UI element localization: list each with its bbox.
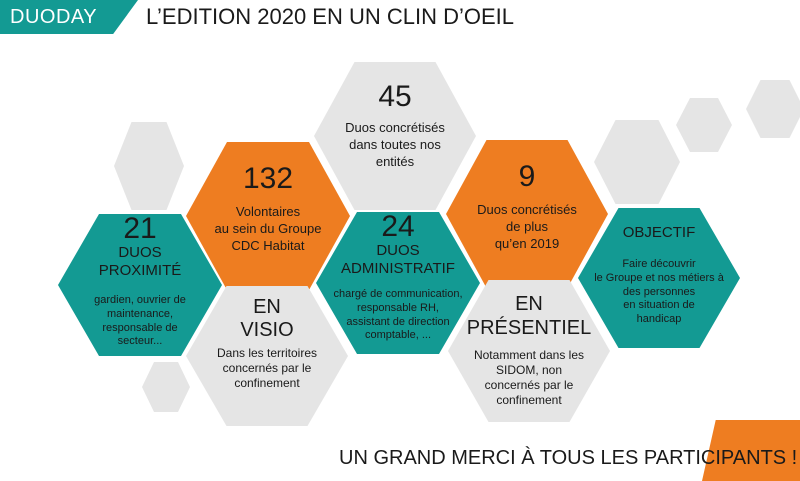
administratif-number: 24	[381, 210, 415, 243]
visio-heading: EN	[253, 296, 281, 318]
proximite-line: gardien, ouvrier de	[94, 294, 186, 306]
page-title: L’EDITION 2020 EN UN CLIN D’OEIL	[146, 4, 515, 29]
decor-hexagon	[746, 80, 800, 138]
proximite-number: 21	[123, 212, 157, 245]
decor-hexagon	[142, 362, 190, 412]
visio-line: confinement	[234, 376, 300, 390]
proximite-heading: DUOS	[118, 244, 162, 261]
visio-line: concernés par le	[222, 361, 312, 375]
duos-realises-line: Duos concrétisés	[345, 120, 445, 135]
decor-hexagon	[676, 98, 732, 152]
administratif-heading: ADMINISTRATIF	[341, 260, 455, 277]
duos-plus-line: qu’en 2019	[494, 235, 560, 251]
objectif-text: OBJECTIF Faire découvrir le Groupe et no…	[578, 224, 740, 327]
administratif-heading: DUOS	[376, 242, 420, 259]
objectif-line: des personnes	[622, 285, 696, 298]
volontaires-number: 132	[242, 162, 294, 195]
duos-plus-text: 9 Duos concrétisés de plus qu’en 2019	[446, 162, 608, 253]
duos-plus-number: 9	[518, 160, 536, 193]
visio-line: Dans les territoires	[216, 346, 318, 360]
duos-realises-text: 45 Duos concrétisés dans toutes nos enti…	[314, 82, 476, 171]
presentiel-line: SIDOM, non	[495, 363, 563, 377]
duos-plus-line: Duos concrétisés	[477, 202, 577, 217]
proximite-line: secteur...	[117, 335, 163, 348]
visio-text: EN VISIO Dans les territoires concernés …	[186, 296, 348, 391]
closing-message: UN GRAND MERCI À TOUS LES PARTICIPANTS !	[339, 447, 798, 469]
decor-hexagon	[114, 122, 184, 210]
administratif-text: 24 DUOS ADMINISTRATIF chargé de communic…	[316, 212, 480, 343]
duos-realises-line: entités	[375, 153, 415, 169]
duos-realises-number: 45	[378, 80, 412, 113]
hexagon-administratif	[316, 212, 480, 354]
objectif-line: handicap	[636, 313, 682, 325]
presentiel-line: concernés par le	[484, 378, 574, 392]
presentiel-line: Notamment dans les	[473, 348, 585, 362]
proximite-line: responsable de	[102, 321, 178, 334]
administratif-line: comptable, ...	[364, 329, 432, 342]
proximite-line: maintenance,	[106, 307, 174, 320]
duos-realises-line: dans toutes nos	[349, 136, 441, 152]
footer-accent-bar	[702, 420, 800, 481]
presentiel-heading: PRÉSENTIEL	[466, 317, 592, 339]
volontaires-text: 132 Volontaires au sein du Groupe CDC Ha…	[186, 164, 350, 255]
presentiel-line: confinement	[496, 393, 562, 407]
header-tag-label: DUODAY	[10, 6, 98, 28]
administratif-line: responsable RH,	[357, 301, 439, 314]
objectif-line: Faire découvrir	[622, 258, 696, 270]
visio-heading: VISIO	[240, 319, 294, 341]
objectif-line: en situation de	[623, 299, 695, 312]
proximite-heading: PROXIMITÉ	[98, 262, 182, 279]
volontaires-line: Volontaires	[235, 204, 301, 219]
administratif-line: chargé de communication,	[333, 288, 463, 300]
presentiel-text: EN PRÉSENTIEL Notamment dans les SIDOM, …	[448, 292, 610, 408]
presentiel-heading: EN	[515, 293, 543, 315]
header-tag-banner	[0, 0, 138, 34]
volontaires-line: au sein du Groupe	[214, 220, 322, 236]
administratif-line: assistant de direction	[346, 315, 450, 328]
proximite-text: 21 DUOS PROXIMITÉ gardien, ouvrier de ma…	[58, 214, 222, 349]
duos-plus-line: de plus	[506, 218, 548, 234]
objectif-line: le Groupe et nos métiers à	[594, 271, 724, 284]
objectif-heading: OBJECTIF	[622, 224, 696, 241]
hexagon-visio	[186, 286, 348, 426]
volontaires-line: CDC Habitat	[231, 237, 305, 253]
